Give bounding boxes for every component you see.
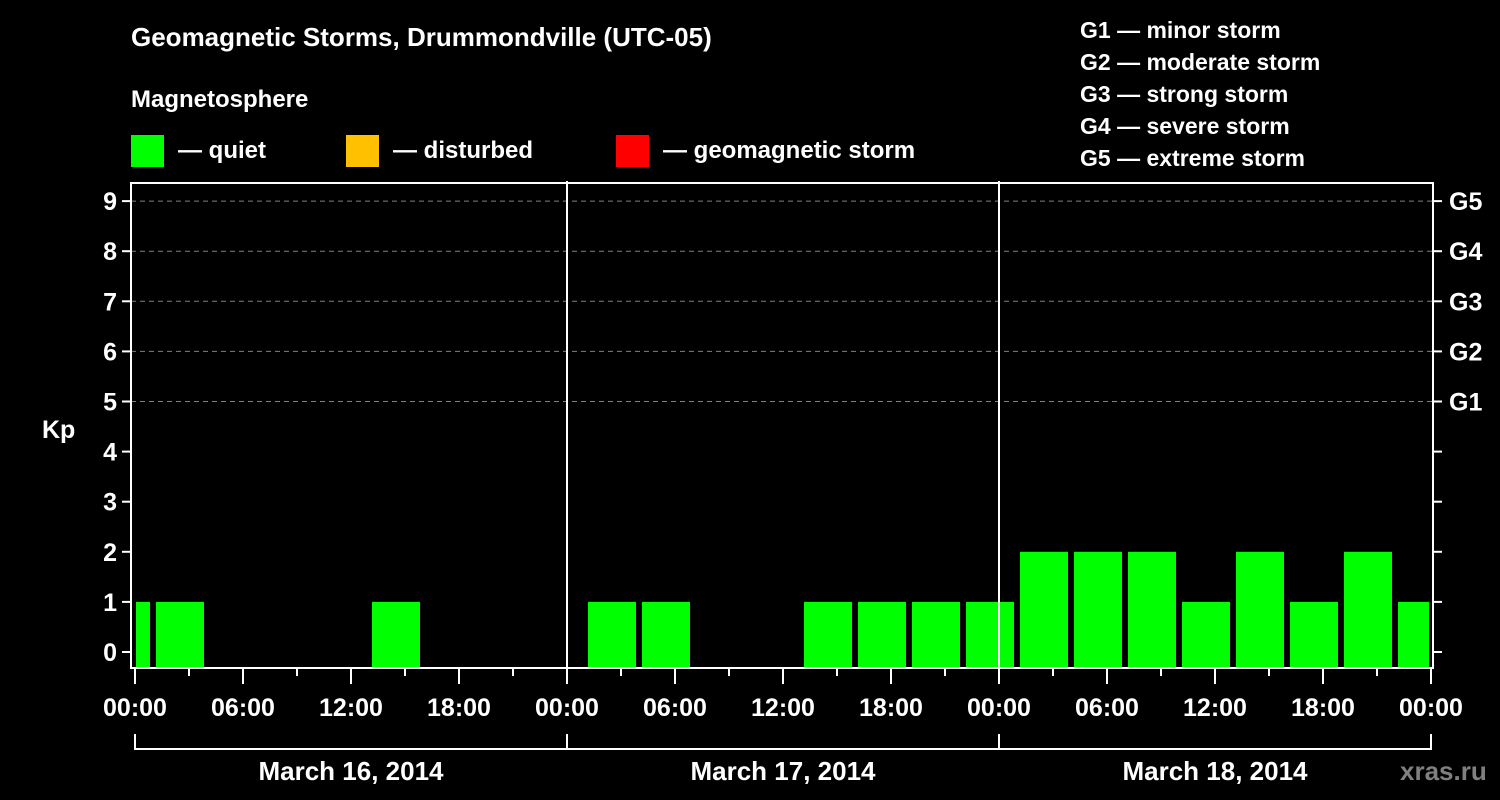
x-tick-label: 06:00 — [643, 694, 707, 722]
y-axis-label: Kp — [42, 416, 75, 444]
disturbed-swatch-icon — [346, 135, 379, 167]
g-scale-label: G3 — [1449, 288, 1482, 316]
kp-bar — [1128, 551, 1176, 668]
x-tick-label: 00:00 — [1399, 694, 1463, 722]
y-tick-label: 5 — [103, 389, 117, 417]
g-scale-label: G5 — [1449, 188, 1482, 216]
storm-scale-g2: G2 — moderate storm — [1080, 49, 1321, 75]
storm-scale-g5: G5 — extreme storm — [1080, 145, 1305, 171]
kp-bar — [588, 601, 636, 668]
x-tick-label: 00:00 — [535, 694, 599, 722]
x-tick-label: 12:00 — [1183, 694, 1247, 722]
axis-labels: 0 1 2 3 4 5 6 7 8 9 G1 G2 G3 G4 G5 Kp 00:00 06:00 12:00 18:… — [42, 188, 1482, 786]
kp-bar — [156, 601, 204, 668]
y-tick-label: 3 — [103, 489, 117, 517]
day-label: March 16, 2014 — [258, 756, 444, 786]
g-scale-label: G1 — [1449, 389, 1482, 417]
chart-subtitle: Magnetosphere — [131, 86, 309, 113]
x-tick-label: 18:00 — [427, 694, 491, 722]
y-tick-label: 1 — [103, 589, 117, 617]
kp-bar — [1182, 601, 1230, 668]
x-tick-label: 00:00 — [967, 694, 1031, 722]
kp-bar — [1344, 551, 1392, 668]
y-tick-label: 2 — [103, 539, 117, 567]
legend-item-quiet: — quiet — [131, 134, 266, 168]
y-tick-label: 9 — [103, 188, 117, 216]
legend-item-disturbed: — disturbed — [346, 134, 533, 168]
grid-lines — [131, 200, 1433, 402]
kp-bar — [1074, 551, 1122, 668]
legend-item-storm: — geomagnetic storm — [616, 134, 915, 168]
storm-scale-legend: G1 — minor storm G2 — moderate storm G3 … — [1080, 14, 1320, 174]
axes — [122, 181, 1442, 750]
kp-bars — [136, 551, 1429, 668]
x-tick-label: 18:00 — [1291, 694, 1355, 722]
legend-label: — disturbed — [393, 137, 534, 164]
kp-bar — [1290, 601, 1338, 668]
g-scale-label: G4 — [1449, 238, 1482, 266]
chart-title: Geomagnetic Storms, Drummondville (UTC-0… — [131, 22, 712, 52]
x-tick-label: 06:00 — [1075, 694, 1139, 722]
kp-bar — [136, 601, 150, 668]
y-tick-label: 4 — [103, 439, 117, 467]
kp-bar — [912, 601, 960, 668]
kp-bar — [804, 601, 852, 668]
g-scale-label: G2 — [1449, 338, 1482, 366]
y-tick-label: 7 — [103, 288, 117, 316]
x-tick-label: 06:00 — [211, 694, 275, 722]
day-label: March 17, 2014 — [690, 756, 876, 786]
day-label: March 18, 2014 — [1122, 756, 1308, 786]
storm-swatch-icon — [616, 135, 649, 167]
kp-bar — [1236, 551, 1284, 668]
kp-bar — [1020, 551, 1068, 668]
kp-bar — [642, 601, 690, 668]
storm-scale-g4: G4 — severe storm — [1080, 113, 1290, 139]
quiet-swatch-icon — [131, 135, 164, 167]
kp-bar — [858, 601, 906, 668]
y-tick-label: 0 — [103, 639, 117, 667]
watermark: xras.ru — [1400, 756, 1487, 786]
x-tick-label: 00:00 — [103, 694, 167, 722]
kp-bar — [372, 601, 420, 668]
kp-bar — [1398, 601, 1429, 668]
legend-label: — quiet — [178, 137, 266, 164]
x-tick-label: 18:00 — [859, 694, 923, 722]
y-tick-label: 8 — [103, 238, 117, 266]
storm-scale-g1: G1 — minor storm — [1080, 17, 1281, 43]
x-tick-label: 12:00 — [751, 694, 815, 722]
storm-scale-g3: G3 — strong storm — [1080, 81, 1289, 107]
legend-label: — geomagnetic storm — [663, 137, 916, 164]
x-tick-label: 12:00 — [319, 694, 383, 722]
kp-bar — [966, 601, 1014, 668]
y-tick-label: 6 — [103, 338, 117, 366]
